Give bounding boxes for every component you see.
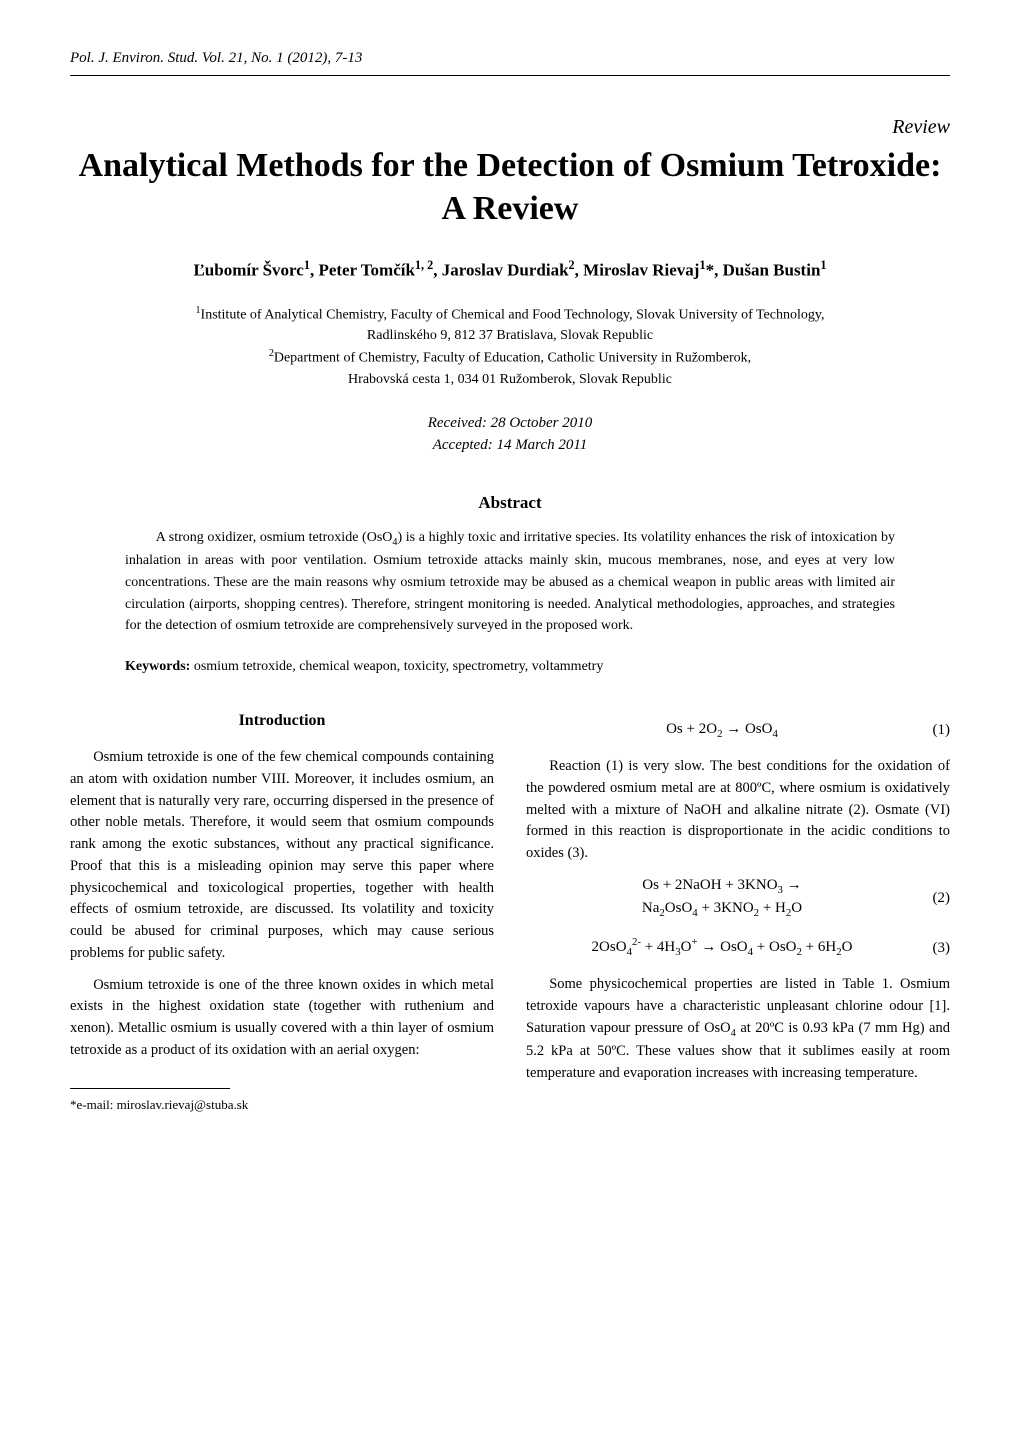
article-type-label: Review [70,116,950,139]
equation-1-number: (1) [918,719,950,742]
abstract-heading: Abstract [70,493,950,513]
two-column-body: Introduction Osmium tetroxide is one of … [70,709,950,1114]
intro-para-1: Osmium tetroxide is one of the few chemi… [70,747,494,965]
authors-line: Ľubomír Švorc1, Peter Tomčík1, 2, Jarosl… [70,258,950,281]
equation-3-body: 2OsO42- + 4H3O+ → OsO4 + OsO2 + 6H2O [526,935,918,960]
equation-3-number: (3) [918,937,950,960]
page: Pol. J. Environ. Stud. Vol. 21, No. 1 (2… [0,0,1020,1174]
corresponding-author-footnote: *e-mail: miroslav.rievaj@stuba.sk [70,1095,494,1115]
keywords-line: Keywords: osmium tetroxide, chemical wea… [125,659,895,675]
right-para-2: Some physicochemical properties are list… [526,974,950,1085]
abstract-body: A strong oxidizer, osmium tetroxide (OsO… [125,527,895,637]
left-column: Introduction Osmium tetroxide is one of … [70,709,494,1114]
equation-1-body: Os + 2O2 → OsO4 [526,719,918,742]
running-header: Pol. J. Environ. Stud. Vol. 21, No. 1 (2… [70,50,950,67]
intro-para-2: Osmium tetroxide is one of the three kno… [70,975,494,1062]
top-rule [70,75,950,76]
footnote-rule [70,1088,230,1089]
equation-2: Os + 2NaOH + 3KNO3 →Na2OsO4 + 3KNO2 + H2… [526,875,950,921]
paper-title: Analytical Methods for the Detection of … [70,145,950,230]
introduction-heading: Introduction [70,709,494,733]
equation-3: 2OsO42- + 4H3O+ → OsO4 + OsO2 + 6H2O (3) [526,935,950,960]
accepted-date: Accepted: 14 March 2011 [433,437,588,453]
equation-2-body: Os + 2NaOH + 3KNO3 →Na2OsO4 + 3KNO2 + H2… [526,875,918,921]
equation-2-number: (2) [918,887,950,910]
affiliations-block: 1Institute of Analytical Chemistry, Facu… [70,303,950,390]
received-date: Received: 28 October 2010 [428,415,593,431]
right-column: Os + 2O2 → OsO4 (1) Reaction (1) is very… [526,709,950,1114]
equation-1: Os + 2O2 → OsO4 (1) [526,719,950,742]
dates-block: Received: 28 October 2010 Accepted: 14 M… [70,412,950,457]
right-para-1: Reaction (1) is very slow. The best cond… [526,756,950,865]
keywords-label: Keywords: [125,659,190,674]
keywords-text: osmium tetroxide, chemical weapon, toxic… [190,659,603,674]
